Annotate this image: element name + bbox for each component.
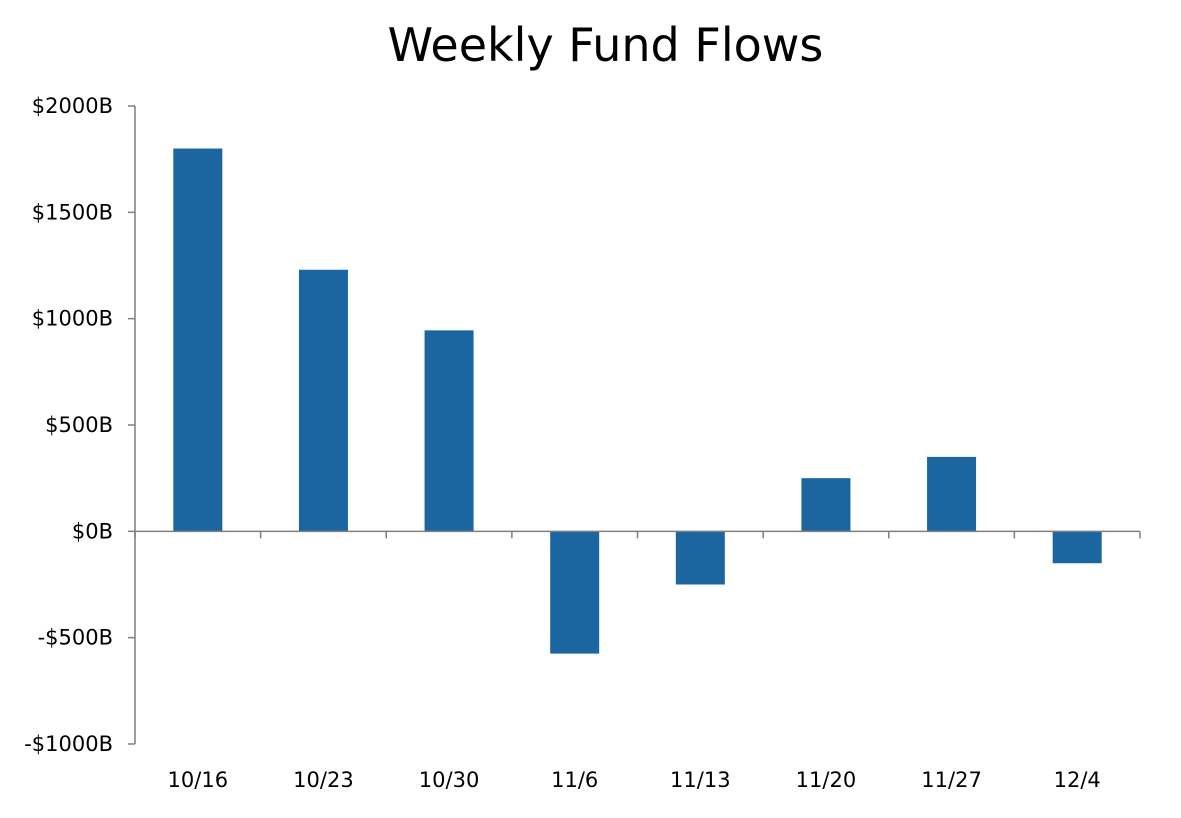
bar-11-20 — [801, 478, 851, 532]
bar-11-27 — [927, 456, 977, 532]
y-tick-label: $500B — [45, 413, 113, 437]
bar-10-30 — [424, 330, 474, 532]
x-tick-label: 12/4 — [1054, 768, 1101, 792]
y-axis: $2000B $1500B $1000B $500B $0B -$500B -$1000B — [24, 94, 136, 756]
bar-12-4 — [1052, 531, 1102, 564]
x-tick-label: 11/6 — [551, 768, 598, 792]
chart-title: Weekly Fund Flows — [387, 18, 824, 72]
x-tick-label: 10/23 — [293, 768, 354, 792]
y-tick-label: $1500B — [32, 200, 113, 224]
bar-10-16 — [173, 148, 223, 532]
y-tick-label: $2000B — [32, 94, 113, 118]
x-tick-label: 11/27 — [921, 768, 982, 792]
x-tick-label: 11/20 — [796, 768, 857, 792]
y-tick-label: $0B — [72, 519, 113, 543]
y-tick-label: -$1000B — [24, 732, 113, 756]
bar-11-13 — [675, 531, 725, 585]
x-axis: 10/16 10/23 10/30 11/6 11/13 11/20 11/27 12/4 — [134, 530, 1141, 792]
bars — [173, 148, 1102, 654]
y-tick-label: $1000B — [32, 307, 113, 331]
x-tick-label: 11/13 — [670, 768, 731, 792]
y-tick-label: -$500B — [38, 626, 113, 650]
x-tick-label: 10/16 — [168, 768, 229, 792]
bar-10-23 — [298, 269, 348, 532]
bar-11-6 — [550, 531, 600, 654]
x-tick-label: 10/30 — [419, 768, 480, 792]
